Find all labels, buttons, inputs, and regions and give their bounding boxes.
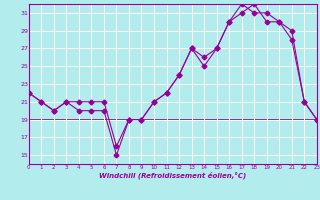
X-axis label: Windchill (Refroidissement éolien,°C): Windchill (Refroidissement éolien,°C) (99, 171, 246, 179)
